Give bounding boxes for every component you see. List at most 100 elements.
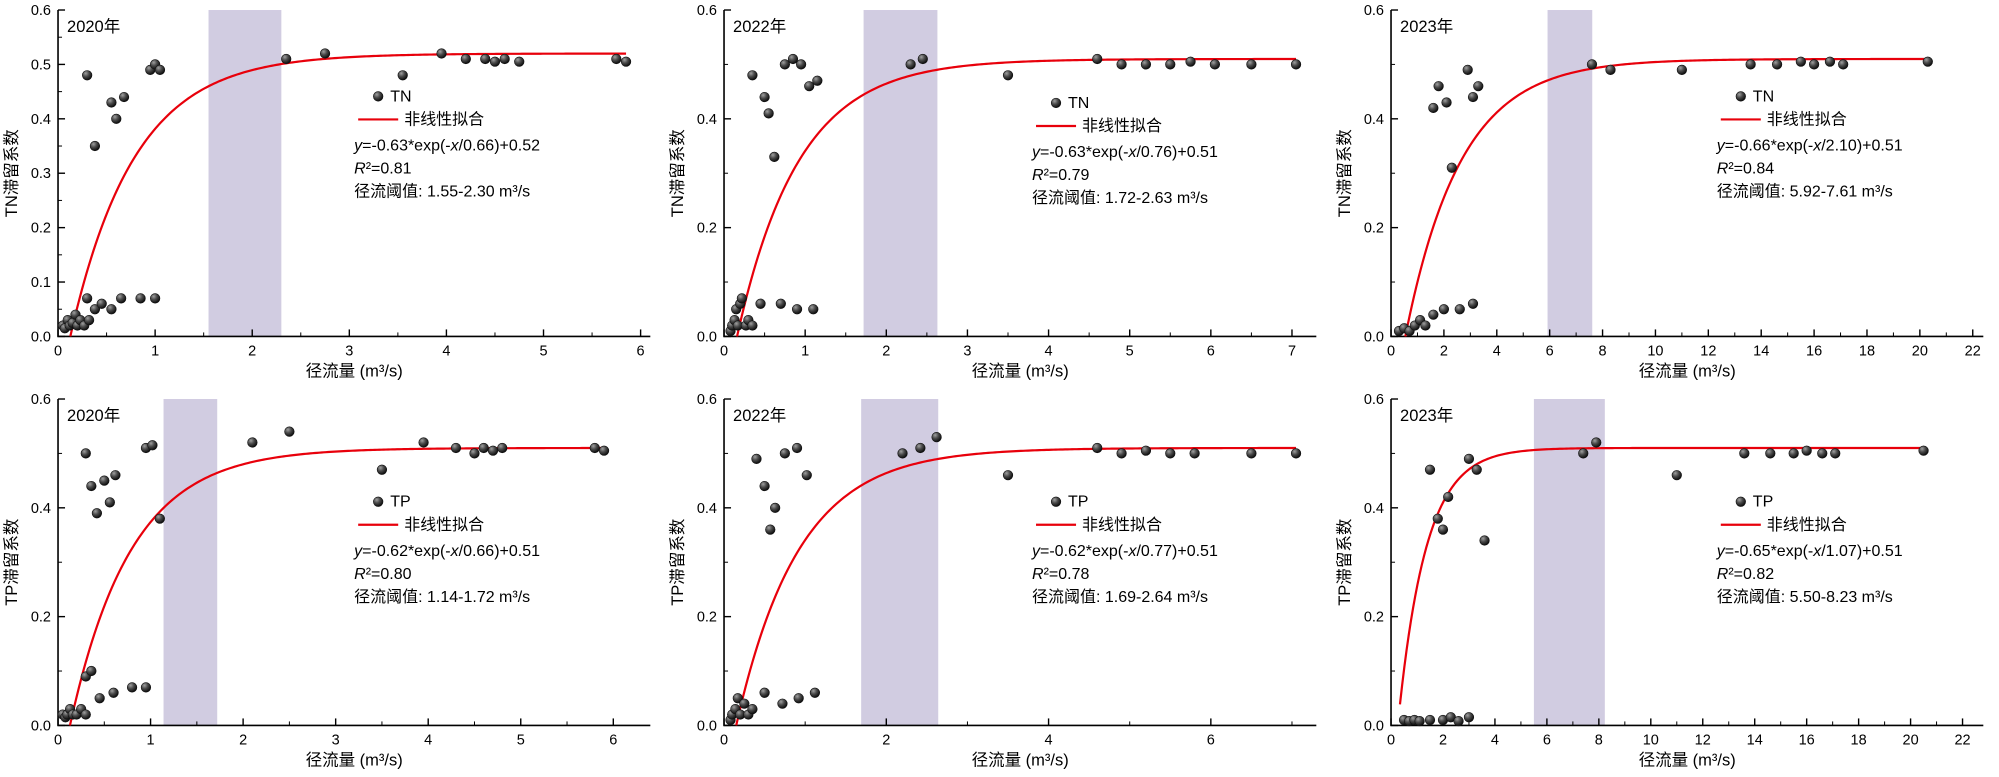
- legend-threshold: 径流阈值: 1.72-2.63 m³/s: [1032, 189, 1208, 207]
- data-point: [1463, 453, 1474, 464]
- x-tick-label: 2: [883, 343, 891, 359]
- x-tick-label: 3: [332, 732, 340, 748]
- data-point: [1764, 447, 1776, 459]
- x-tick-label: 1: [151, 343, 159, 359]
- x-tick-label: 6: [1207, 732, 1215, 748]
- chart-panel-tp-2023: 0 2 4 6 8 10 12 14 16 18 20 22 0.0 0.2 0.4 0.6 径流量 (m³/s…: [1333, 389, 1999, 777]
- x-tick-label: 0: [54, 343, 62, 359]
- chart-panel-tn-2023: 0 2 4 6 8 10 12 14 16 18 20 22 0.0 0.2 0.4 0.6 径流量 (m³/s…: [1333, 0, 1999, 389]
- x-tick-label: 22: [1954, 732, 1970, 748]
- data-point: [1210, 59, 1221, 70]
- data-point: [1427, 309, 1439, 320]
- x-tick-label: 6: [1543, 732, 1551, 748]
- legend-r-squared: R²=0.80: [354, 565, 411, 582]
- x-tick-label: 4: [1045, 732, 1053, 748]
- tick-marks: [1389, 9, 1974, 338]
- y-tick-label: 0.6: [31, 3, 51, 19]
- scatter-points: [57, 48, 632, 334]
- threshold-band: [163, 398, 218, 725]
- x-tick-label: 5: [539, 343, 547, 359]
- x-tick-label: 3: [964, 343, 972, 359]
- legend-point-marker: [373, 496, 384, 507]
- x-tick-label: 10: [1642, 732, 1658, 748]
- legend-equation: y=-0.62*exp(-x/0.77)+0.51: [1031, 542, 1218, 559]
- data-point: [82, 293, 93, 304]
- data-point: [1003, 469, 1014, 480]
- x-tick-label: 12: [1694, 732, 1710, 748]
- data-point: [150, 293, 161, 304]
- scatter-points: [1398, 436, 1929, 726]
- x-tick-label: 4: [424, 732, 432, 748]
- data-point: [1141, 59, 1152, 70]
- x-tick-label: 18: [1850, 732, 1866, 748]
- data-point: [111, 113, 122, 124]
- data-point: [1116, 447, 1128, 459]
- x-axis-label: 径流量 (m³/s): [1638, 361, 1735, 380]
- year-label: 2022年: [733, 17, 786, 36]
- threshold-band: [863, 10, 938, 337]
- x-tick-label: 3: [345, 343, 353, 359]
- data-point: [1291, 59, 1302, 70]
- data-point: [319, 48, 331, 59]
- y-axis-label: TN滞留系数: [2, 129, 21, 218]
- chart-panel-tp-2022: 0 2 4 6 0.0 0.2 0.4 0.6 径流量 (m³/s) TP滞留系数 2022年 TP 非…: [666, 389, 1332, 777]
- data-point: [1738, 447, 1750, 459]
- data-point: [1291, 447, 1302, 459]
- data-point: [1092, 442, 1103, 453]
- year-label: 2020年: [67, 17, 120, 36]
- legend-equation: y=-0.62*exp(-x/0.66)+0.51: [353, 542, 540, 559]
- year-label: 2022年: [733, 406, 786, 425]
- x-tick-label: 1: [147, 732, 155, 748]
- chart-svg-tn-2023: 0 2 4 6 8 10 12 14 16 18 20 22 0.0 0.2 0.4 0.6 径流量 (m³/s…: [1335, 3, 1983, 380]
- data-point: [777, 698, 788, 709]
- data-point: [80, 447, 91, 459]
- data-point: [91, 507, 103, 518]
- x-tick-label: 6: [637, 343, 645, 359]
- legend-series-label: TN: [1068, 95, 1089, 112]
- legend: TN 非线性拟合 y=-0.63*exp(-x/0.66)+0.52 R²=0.81 径…: [353, 88, 540, 200]
- x-tick-label: 0: [720, 343, 728, 359]
- data-point: [1165, 59, 1176, 70]
- data-point: [751, 453, 762, 464]
- data-point: [1577, 447, 1589, 459]
- data-point: [1092, 53, 1103, 65]
- x-tick-label: 4: [1491, 732, 1499, 748]
- data-point: [1837, 59, 1848, 70]
- data-point: [480, 53, 491, 65]
- data-point: [1116, 59, 1128, 70]
- x-axis-label: 径流量 (m³/s): [1638, 750, 1735, 769]
- y-tick-label: 0.2: [31, 609, 51, 625]
- data-point: [140, 681, 152, 692]
- data-point: [82, 70, 93, 81]
- x-tick-label: 0: [54, 732, 62, 748]
- data-point: [96, 298, 107, 309]
- x-tick-label: 14: [1746, 732, 1762, 748]
- threshold-band: [861, 398, 939, 725]
- legend-r-squared: R²=0.81: [354, 160, 411, 177]
- data-point: [1003, 70, 1014, 81]
- x-tick-label: 2: [1439, 732, 1447, 748]
- x-tick-label: 20: [1911, 343, 1927, 359]
- x-tick-label: 4: [1045, 343, 1053, 359]
- y-tick-label: 0.2: [1364, 221, 1384, 237]
- data-point: [763, 108, 775, 119]
- data-point: [247, 436, 258, 448]
- legend-r-squared: R²=0.78: [1032, 565, 1089, 582]
- x-tick-label: 6: [609, 732, 617, 748]
- legend: TP 非线性拟合 y=-0.62*exp(-x/0.77)+0.51 R²=0.78 径…: [1031, 493, 1218, 605]
- x-tick-label: 18: [1859, 343, 1875, 359]
- data-point: [1427, 102, 1439, 114]
- data-point: [739, 698, 750, 709]
- data-point: [1424, 464, 1435, 475]
- data-point: [460, 53, 471, 65]
- data-point: [284, 426, 295, 437]
- data-point: [418, 436, 429, 448]
- y-tick-label: 0.2: [31, 221, 51, 237]
- legend-series-label: TN: [390, 88, 411, 105]
- legend-point-marker: [1735, 91, 1746, 102]
- x-tick-label: 10: [1647, 343, 1663, 359]
- data-point: [281, 53, 292, 65]
- y-tick-label: 0.4: [697, 112, 717, 128]
- scatter-points: [1393, 56, 1933, 337]
- y-tick-label: 0.0: [31, 329, 51, 345]
